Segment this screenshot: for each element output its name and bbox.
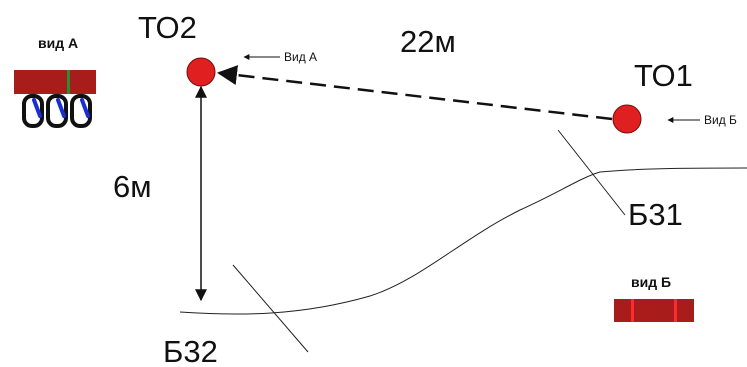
view-b-band-stripe-right [674,299,677,322]
view-a-band [14,70,96,94]
view-a-inset: вид А [14,35,96,128]
view-a-label: Вид А [284,50,317,64]
view-b-inset: вид Б [614,274,694,322]
view-b-band [614,299,694,322]
horizontal-distance-line [217,65,613,121]
view-b-title: вид Б [631,274,671,290]
zone-b32-label: Б32 [163,334,218,367]
view-a-title: вид А [38,35,78,51]
horizontal-distance-label: 22м [400,24,456,59]
view-b-band-stripe-left [631,299,634,322]
terrain-line [179,167,747,315]
to1-point[interactable] [612,104,642,134]
vertical-distance-label: 6м [113,169,152,204]
to1-label: ТО1 [634,58,693,93]
zone-b32-line [232,264,309,353]
zone-b31-label: Б31 [628,197,683,232]
to2-label: ТО2 [138,10,197,45]
carabiner-icon [22,94,92,128]
view-b-label: Вид Б [704,113,737,127]
zone-b31-line [557,129,626,216]
to2-point[interactable] [186,57,216,87]
view-a-band-stripe [67,70,70,94]
